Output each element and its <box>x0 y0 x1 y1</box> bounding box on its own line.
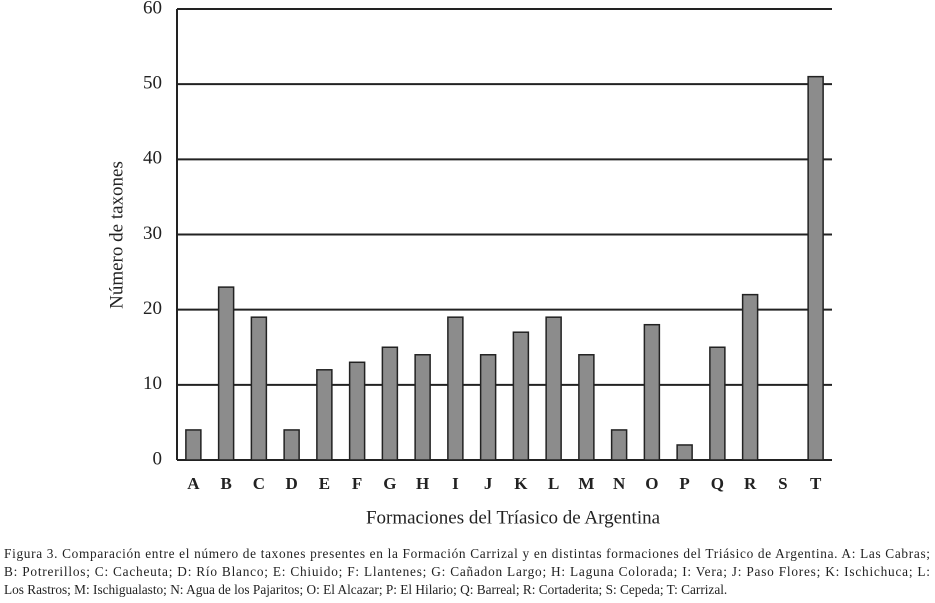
bar <box>283 429 300 461</box>
y-tick-label: 40 <box>143 148 162 169</box>
x-tick-label: O <box>645 474 658 493</box>
bar <box>414 354 431 461</box>
caption-line: B: Potrerillos; C: Cacheuta; D: Río Blan… <box>4 564 930 579</box>
bar <box>643 323 661 461</box>
bar <box>217 286 235 461</box>
x-tick-label: A <box>187 474 200 493</box>
y-tick-label: 60 <box>143 0 162 18</box>
bar <box>447 316 464 461</box>
bar <box>185 429 202 461</box>
bar <box>381 346 399 461</box>
caption-line: Figura 3. Comparación entre el número de… <box>4 546 930 561</box>
bar <box>807 75 824 461</box>
x-tick-label: I <box>452 474 459 493</box>
y-tick-label: 50 <box>143 73 162 94</box>
y-axis-title: Número de taxones <box>106 161 127 309</box>
bar <box>545 316 562 461</box>
x-tick-label: S <box>778 474 787 493</box>
x-tick-label: P <box>679 474 689 493</box>
x-tick-label: B <box>220 474 231 493</box>
bar <box>676 444 693 461</box>
x-tick-label: G <box>383 474 396 493</box>
x-tick-label: F <box>352 474 362 493</box>
x-tick-label: T <box>810 474 822 493</box>
bar <box>479 354 497 461</box>
x-tick-label: H <box>416 474 429 493</box>
x-tick-label: N <box>613 474 626 493</box>
x-axis-title: Formaciones del Tríasico de Argentina <box>366 507 661 528</box>
bar <box>348 361 366 461</box>
x-tick-label: C <box>253 474 265 493</box>
x-tick-label: J <box>484 474 493 493</box>
y-tick-label: 0 <box>153 448 163 469</box>
bar <box>512 331 530 461</box>
caption-line: Los Rastros; M: Ischigualasto; N: Agua d… <box>4 582 727 597</box>
y-tick-label: 20 <box>143 298 162 319</box>
bar <box>709 346 726 461</box>
x-tick-label: M <box>578 474 594 493</box>
bar <box>578 354 595 461</box>
bar <box>250 316 268 461</box>
x-tick-label: E <box>319 474 330 493</box>
x-tick-label: D <box>285 474 297 493</box>
x-tick-label: R <box>744 474 757 493</box>
x-tick-label: L <box>548 474 559 493</box>
bar <box>316 369 333 461</box>
bar <box>610 429 628 461</box>
x-tick-label: Q <box>711 474 724 493</box>
y-tick-label: 10 <box>143 373 162 394</box>
x-tick-label: K <box>514 474 528 493</box>
bar <box>741 293 759 461</box>
y-tick-label: 30 <box>143 223 162 244</box>
